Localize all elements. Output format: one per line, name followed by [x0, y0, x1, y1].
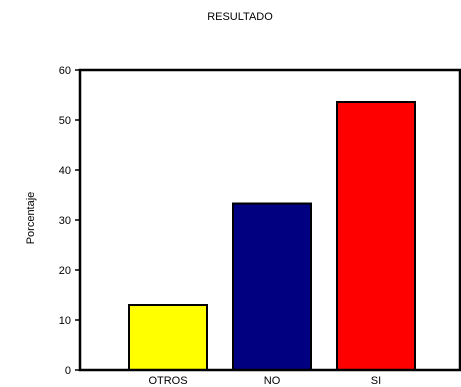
y-tick-label: 10: [59, 315, 71, 327]
y-tick-label: 30: [59, 215, 71, 227]
y-axis-ticks: 0 10 20 30 40 50 60: [59, 65, 80, 377]
x-tick-label: NO: [264, 375, 281, 387]
y-tick-label: 40: [59, 165, 71, 177]
chart-title: RESULTADO: [207, 11, 273, 23]
plot-frame: [78, 68, 461, 372]
bar-no: [232, 202, 312, 371]
bars: [128, 101, 416, 371]
x-axis-labels: OTROS NO SI: [148, 375, 381, 387]
y-tick-label: 50: [59, 115, 71, 127]
y-tick-label: 20: [59, 265, 71, 277]
y-tick-label: 0: [65, 365, 71, 377]
bar-si: [336, 101, 416, 371]
y-tick-label: 60: [59, 65, 71, 77]
y-axis-label: Porcentaje: [25, 192, 37, 245]
x-tick-label: OTROS: [148, 375, 187, 387]
x-tick-label: SI: [371, 375, 381, 387]
bar-otros: [128, 304, 208, 371]
